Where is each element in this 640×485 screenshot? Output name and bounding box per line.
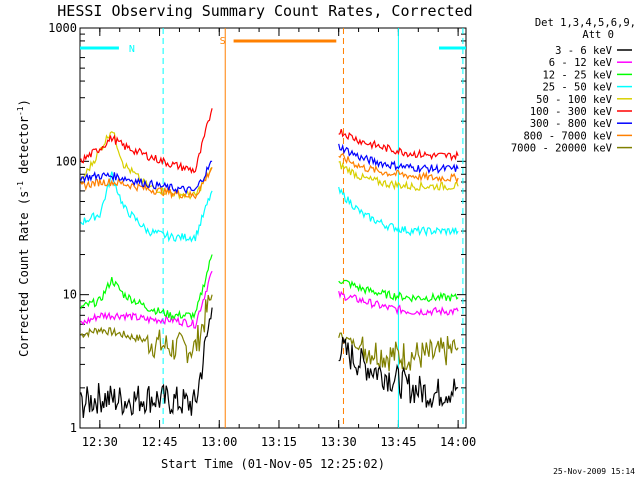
y-axis: 1 10 100 1000 [48,21,466,435]
legend-header-1: Det 1,3,4,5,6,9, [535,17,636,29]
series-line [80,294,213,364]
footer-timestamp: 25-Nov-2009 15:14 [553,467,635,476]
legend-label: 300 - 800 keV [530,118,613,130]
x-tick-label: 14:00 [440,435,476,449]
x-tick-label: 13:00 [201,435,237,449]
legend-label: 800 - 7000 keV [523,130,612,142]
legend-label: 50 - 100 keV [536,94,613,106]
series-line [338,290,459,317]
legend-label: 7000 - 20000 keV [511,143,613,155]
legend-header-2: Att 0 [582,29,614,41]
y-label-close: ) [17,99,31,106]
x-tick-label: 12:45 [141,435,177,449]
x-axis-label: Start Time (01-Nov-05 12:25:02) [161,457,385,471]
series-line [338,336,459,408]
y-label-tail-sup: -1 [16,106,25,116]
series-line [80,270,213,329]
x-axis: 12:30 12:45 13:00 13:15 13:30 13:45 14:00 [82,28,476,449]
chart-title: HESSI Observing Summary Count Rates, Cor… [57,2,472,20]
series-line [80,254,213,321]
series-line [338,186,459,238]
series-line [338,279,459,303]
y-label-tail: detector [17,116,31,181]
x-tick-label: 13:30 [321,435,357,449]
y-label-sup: -1 [16,181,25,191]
series-line [338,153,459,184]
series-layer [80,108,459,418]
series-line [80,108,213,175]
x-tick-label: 12:30 [82,435,118,449]
series-line [338,143,459,175]
y-label-main: Corrected Count Rate (s [17,191,31,357]
legend-label: 6 - 12 keV [549,57,613,69]
legend-label: 25 - 50 keV [542,82,612,94]
saa-bar-label: S [220,36,226,47]
series-line [338,332,459,372]
y-axis-label: Corrected Count Rate (s-1 detector-1) [16,99,31,357]
y-tick-label: 100 [55,154,77,168]
y-tick-label: 1 [70,421,77,435]
legend-label: 12 - 25 keV [542,69,612,81]
y-tick-label: 10 [63,288,77,302]
series-line [80,160,213,195]
series-line [80,307,213,418]
plot-border [79,27,467,429]
series-line [338,160,459,192]
series-line [80,167,213,200]
x-tick-label: 13:45 [380,435,416,449]
plot-frame [79,27,467,429]
legend-label: 3 - 6 keV [555,45,613,57]
night-bar-label: N [129,44,135,55]
orbit-annotations: NS [80,28,466,428]
series-line [338,129,459,162]
legend-label: 100 - 300 keV [530,106,613,118]
x-tick-label: 13:15 [261,435,297,449]
series-line [80,171,213,243]
y-tick-label: 1000 [48,21,77,35]
